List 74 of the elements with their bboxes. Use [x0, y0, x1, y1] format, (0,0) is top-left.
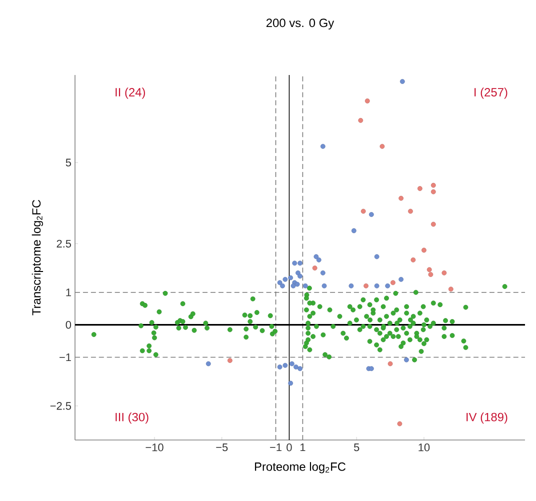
point: [448, 286, 454, 292]
point: [358, 118, 364, 123]
x-tick-label: 10: [418, 444, 430, 452]
point: [282, 276, 288, 282]
point: [302, 283, 308, 288]
point: [314, 254, 319, 260]
point: [368, 366, 374, 372]
x-tick-label: 5: [354, 444, 360, 452]
annotation: II (24): [116, 88, 145, 99]
point: [298, 260, 302, 266]
point: [292, 260, 298, 266]
point: [428, 272, 434, 277]
point: [410, 257, 416, 262]
point: [298, 274, 302, 279]
point: [430, 189, 436, 194]
point: [288, 380, 294, 386]
point: [282, 362, 288, 368]
y-tick-label: 1: [66, 288, 71, 296]
point: [397, 421, 402, 426]
point: [422, 248, 426, 253]
x-tick-label: −5: [216, 444, 228, 452]
point: [442, 270, 447, 276]
point: [400, 79, 405, 84]
point: [277, 280, 282, 286]
point: [316, 257, 322, 262]
point: [430, 222, 436, 227]
point: [206, 361, 211, 366]
point: [374, 283, 380, 288]
point: [288, 275, 294, 280]
point: [426, 267, 432, 272]
point: [380, 144, 385, 149]
annotation: III (30): [116, 412, 148, 424]
point: [280, 283, 285, 288]
y-tick-label: 2.5: [56, 240, 72, 248]
point: [320, 270, 326, 276]
point: [348, 283, 354, 288]
point: [390, 280, 396, 286]
point: [360, 208, 366, 214]
point: [374, 254, 380, 260]
y-tick-label: 0: [66, 320, 72, 329]
point: [277, 364, 282, 370]
point: [320, 144, 326, 149]
x-tick-label: 0: [286, 444, 292, 452]
point: [298, 366, 302, 372]
point: [368, 212, 374, 217]
point: [294, 364, 298, 370]
chart-title: 200 vs. 0 Gy: [266, 18, 334, 30]
x-tick-label: −10: [146, 444, 164, 452]
y-axis-title: Transcriptome log$_{2}$FC: [32, 200, 44, 316]
point: [398, 196, 404, 201]
point: [322, 283, 327, 288]
point: [404, 357, 409, 362]
x-tick-label: 1: [300, 444, 306, 452]
x-tick-label: −1: [270, 444, 282, 452]
point: [430, 182, 436, 188]
point: [385, 283, 390, 288]
point: [408, 208, 413, 214]
point: [417, 186, 422, 191]
y-tick-label: −2.5: [50, 402, 72, 410]
point: [294, 282, 300, 287]
point: [312, 266, 318, 270]
annotation: I (257): [474, 88, 508, 99]
annotation: IV (189): [466, 412, 508, 424]
point: [290, 283, 296, 288]
y-tick-label: −1: [60, 353, 71, 362]
point: [364, 283, 368, 288]
y-tick-label: 5: [66, 158, 72, 166]
x-axis-title: Proteome log$_{2}$FC: [255, 462, 346, 474]
point: [398, 276, 404, 282]
point: [364, 98, 370, 104]
point: [388, 361, 393, 366]
point: [228, 358, 232, 363]
point: [289, 361, 294, 366]
point: [351, 228, 356, 234]
